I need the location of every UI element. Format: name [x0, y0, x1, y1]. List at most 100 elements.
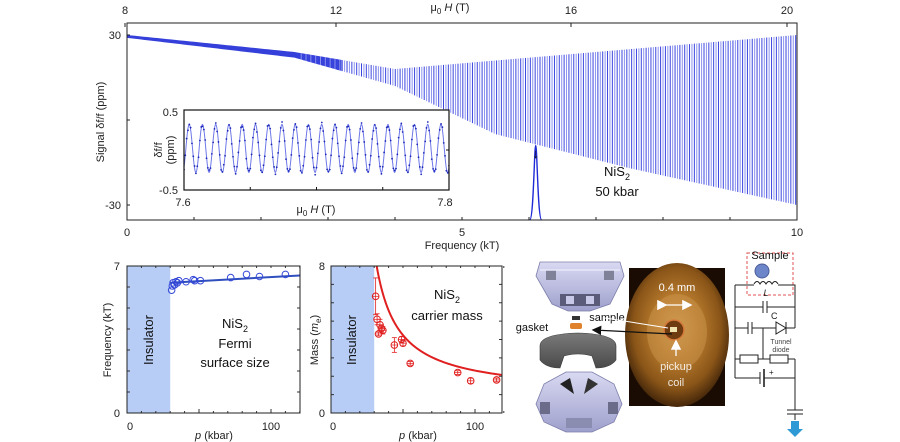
inset-data-point [299, 169, 302, 172]
sample-chip-icon [572, 316, 580, 320]
inset-data-point [354, 169, 356, 171]
inset-data-point [336, 142, 339, 145]
inset-data-point [335, 126, 338, 129]
sample-box [746, 252, 794, 296]
inset-data-point [417, 156, 420, 159]
tunnel-diode-icon [775, 321, 787, 335]
inset-data-point [400, 122, 403, 125]
mass-data-point [379, 326, 387, 335]
mass-data-point [492, 376, 501, 384]
inset-data-point [343, 156, 346, 159]
inset-data-point [372, 129, 375, 132]
inset-data-point [358, 141, 360, 144]
inset-ticks [183, 109, 450, 191]
inset-data-point [352, 167, 355, 169]
inset-xtick-label: 7.8 [437, 197, 452, 209]
inset-data-point [269, 127, 272, 130]
frequency-vs-pressure-plot: 7 0 0 100 p (kbar) Frequency (kT) Insula… [102, 261, 301, 442]
inset-data-point [399, 128, 401, 131]
inset-data-point [392, 167, 395, 170]
inset-data-point [381, 165, 384, 168]
mass-annotation-line2: carrier mass [411, 308, 483, 323]
inset-data-point [242, 129, 245, 131]
inset-data-point [320, 121, 323, 124]
inset-data-point [331, 137, 334, 140]
mass-ytick-label: 8 [319, 261, 325, 273]
fft-peak-line [529, 144, 543, 220]
inset-ylabel-line2: (ppm) [165, 136, 177, 165]
scale-label: 0.4 mm [659, 282, 696, 294]
inset-data-point [295, 126, 298, 129]
inset-data-point [442, 142, 445, 144]
inset-data-point [342, 165, 344, 168]
inset-data-point [255, 131, 258, 133]
top-anvil-icon [535, 261, 625, 312]
freq-ytick-label: 7 [114, 261, 120, 273]
fft-ylabel: Signal δf/f (ppm) [95, 82, 107, 163]
inset-data-point [430, 158, 433, 161]
inset-data-point [432, 167, 434, 170]
inset-data-point [271, 156, 274, 159]
inset-data-point [375, 127, 378, 130]
inset-data-point [407, 171, 409, 174]
inset-data-point [275, 166, 278, 169]
inset-data-point [248, 169, 250, 172]
gasket-chip-icon [570, 323, 582, 329]
inset-data-point [326, 168, 328, 171]
fft-ytick-label: 30 [109, 30, 121, 42]
gasket-pointer-arrow-icon [591, 325, 673, 336]
inset-data-point [279, 127, 282, 129]
inset-data-point [380, 172, 383, 175]
fft-plot: 0 5 10 30 -30 8 12 16 20 μ0 H (T) Freque… [95, 2, 803, 252]
frequency-data-point [281, 270, 290, 279]
top-axis-tick-label: 16 [565, 5, 577, 17]
capacitor-label: C [771, 311, 778, 321]
inset-data-point [253, 128, 256, 131]
inset-data-point [294, 123, 297, 125]
inset-data-point [387, 125, 389, 128]
inset-data-point [184, 154, 187, 157]
inset-data-point [265, 138, 268, 141]
inset-data-point [376, 142, 379, 145]
inset-data-point [409, 155, 412, 158]
inset-data-point [316, 152, 319, 155]
inset-data-point [422, 152, 425, 154]
inset-data-point [383, 151, 385, 154]
frequency-data-point [182, 277, 190, 286]
inset-data-point [189, 126, 192, 129]
inset-trace [184, 121, 449, 176]
anvil-cell-illustration: gasket sample [516, 261, 625, 433]
inset-data-point [440, 123, 442, 125]
inset-data-point [222, 163, 225, 166]
frequency-data-point [175, 276, 183, 285]
inset-data-point [311, 156, 314, 159]
inset-data-point [315, 166, 318, 169]
fft-xlabel: Frequency (kT) [425, 240, 500, 252]
inset-data-point [188, 123, 191, 126]
inset-data-point [434, 168, 437, 171]
inset-data-point [367, 170, 370, 173]
inset-data-point [351, 157, 354, 160]
resistor-icon [739, 354, 759, 364]
inset-data-point [384, 140, 387, 142]
inset-data-point [391, 157, 393, 160]
insulator-region [127, 266, 171, 413]
inset-data-point [241, 125, 244, 128]
sample-annotation: NiS2 [604, 164, 630, 182]
inset-data-point [293, 128, 295, 131]
inset-data-point [389, 139, 392, 142]
freq-annotation-line3: surface size [200, 355, 269, 370]
diode-label-line2: diode [772, 347, 789, 354]
inset-data-point [310, 138, 313, 141]
diode-label-line1: Tunnel [770, 339, 792, 346]
inset-data-point [191, 142, 193, 145]
inset-data-point [314, 173, 317, 176]
inset-data-point [411, 138, 413, 141]
inset-data-point [249, 167, 252, 170]
inset-data-point [328, 168, 331, 171]
inset-data-point [428, 129, 431, 132]
inset-data-point [318, 141, 321, 143]
inset-data-point [324, 153, 327, 156]
inset-data-point [414, 127, 417, 130]
